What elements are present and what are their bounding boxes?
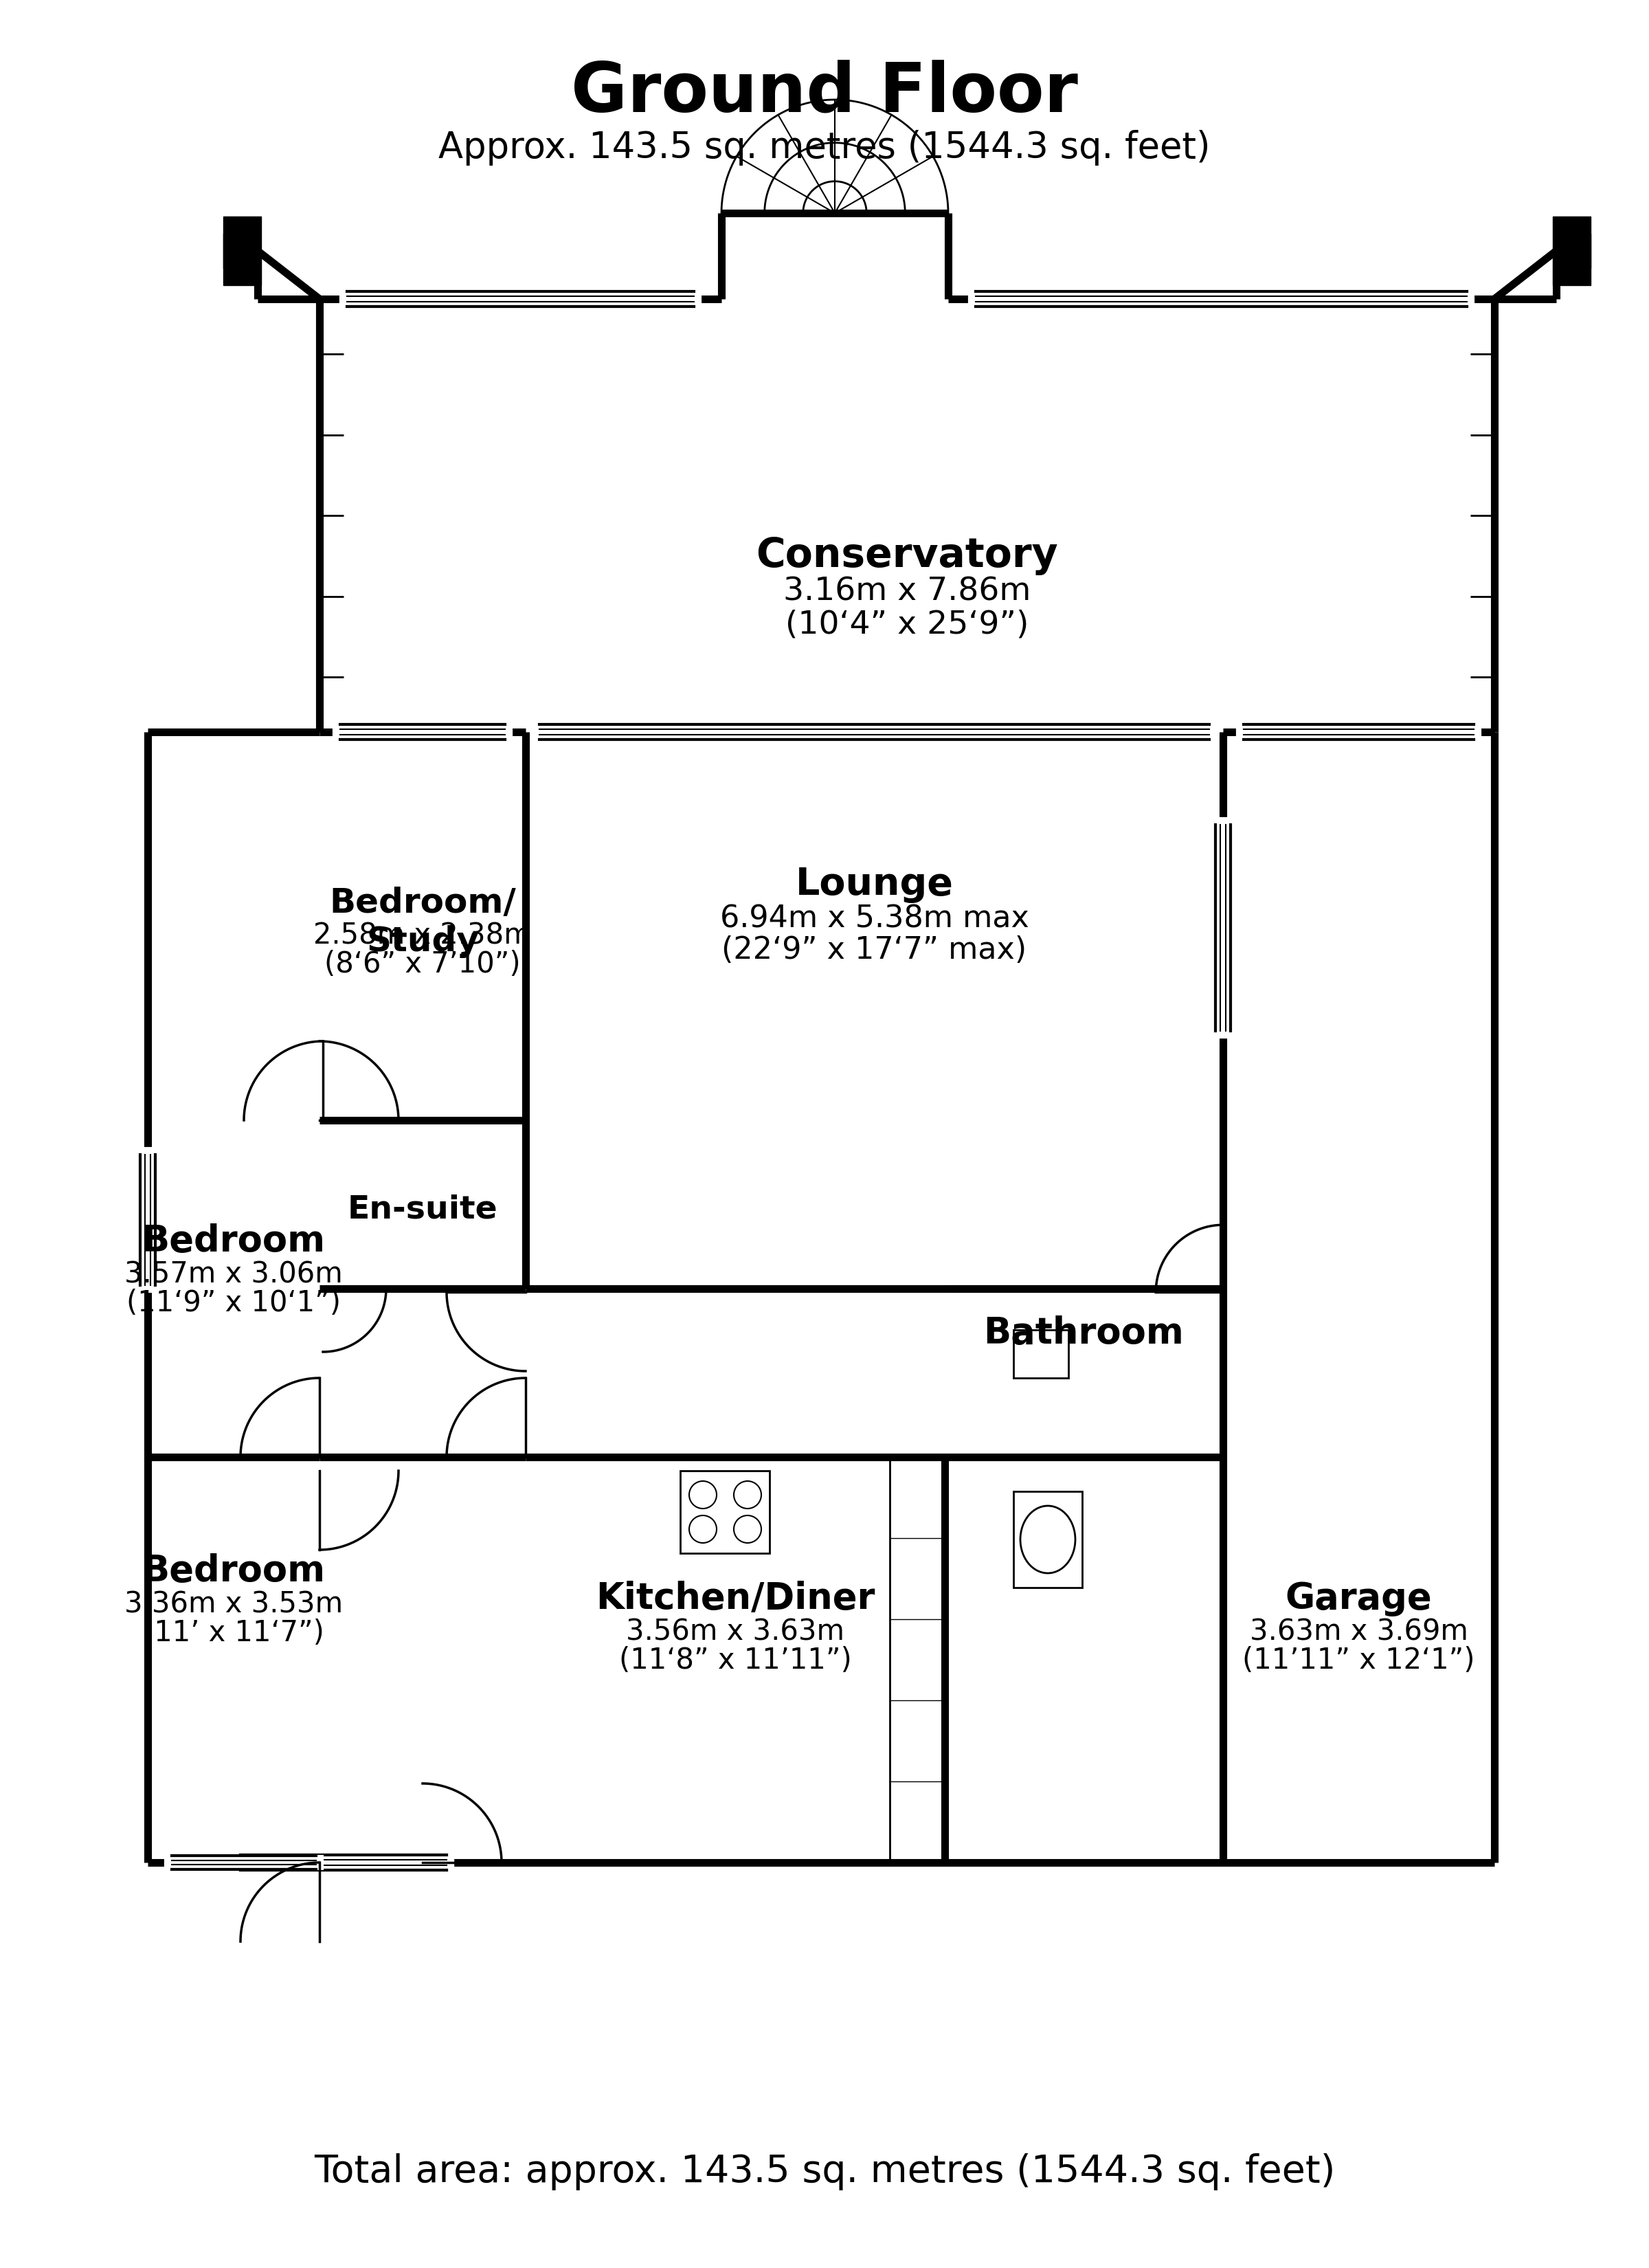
Text: Ground Floor: Ground Floor xyxy=(571,59,1078,127)
Text: 3.57m x 3.06m: 3.57m x 3.06m xyxy=(124,1261,343,1288)
Text: (11’11” x 12‘1”): (11’11” x 12‘1”) xyxy=(1242,1647,1474,1676)
Ellipse shape xyxy=(1021,1506,1075,1574)
Text: (22‘9” x 17‘7” max): (22‘9” x 17‘7” max) xyxy=(722,934,1027,964)
Text: Lounge: Lounge xyxy=(795,866,953,903)
Bar xyxy=(681,1470,770,1554)
Text: (8‘6” x 7’10”): (8‘6” x 7’10”) xyxy=(325,950,521,980)
Text: En-suite: En-suite xyxy=(348,1195,498,1225)
Text: 6.94m x 5.38m max: 6.94m x 5.38m max xyxy=(719,905,1029,934)
Circle shape xyxy=(734,1515,762,1542)
Text: 3.36m x 3.53m: 3.36m x 3.53m xyxy=(124,1590,343,1619)
Text: (10‘4” x 25‘9”): (10‘4” x 25‘9”) xyxy=(785,610,1029,640)
Text: 3.16m x 7.86m: 3.16m x 7.86m xyxy=(783,576,1031,608)
Text: Bedroom: Bedroom xyxy=(142,1222,325,1259)
Circle shape xyxy=(734,1481,762,1508)
Circle shape xyxy=(689,1481,717,1508)
Text: Total area: approx. 143.5 sq. metres (1544.3 sq. feet): Total area: approx. 143.5 sq. metres (15… xyxy=(313,2152,1336,2191)
Text: (11‘9” x 10‘1”): (11‘9” x 10‘1”) xyxy=(127,1288,341,1318)
Bar xyxy=(1014,1329,1069,1379)
Text: (11‘8” x 11’11”): (11‘8” x 11’11”) xyxy=(618,1647,851,1676)
Text: Kitchen/Diner: Kitchen/Diner xyxy=(595,1581,874,1617)
Text: Bathroom: Bathroom xyxy=(984,1315,1184,1352)
Circle shape xyxy=(689,1515,717,1542)
Text: 3.63m x 3.69m: 3.63m x 3.69m xyxy=(1250,1617,1468,1647)
Text: Bedroom/
Study: Bedroom/ Study xyxy=(330,887,516,957)
Polygon shape xyxy=(1553,215,1591,286)
Text: (11’ x 11‘7”): (11’ x 11‘7”) xyxy=(143,1619,325,1647)
Text: Conservatory: Conservatory xyxy=(755,535,1059,576)
Bar xyxy=(890,1456,945,1862)
Text: 3.56m x 3.63m: 3.56m x 3.63m xyxy=(627,1617,844,1647)
Bar xyxy=(1014,1492,1082,1588)
Text: Garage: Garage xyxy=(1285,1581,1431,1617)
Text: Approx. 143.5 sq. metres (1544.3 sq. feet): Approx. 143.5 sq. metres (1544.3 sq. fee… xyxy=(439,129,1210,166)
Text: 2.58m x 2.38m: 2.58m x 2.38m xyxy=(313,921,531,950)
Polygon shape xyxy=(223,215,261,286)
Text: Bedroom: Bedroom xyxy=(142,1554,325,1590)
